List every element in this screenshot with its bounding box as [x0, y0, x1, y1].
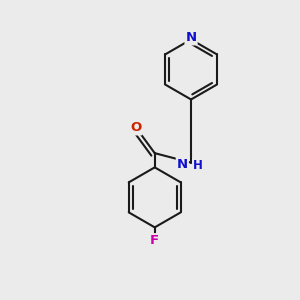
- Text: N: N: [185, 32, 197, 44]
- Text: F: F: [150, 234, 159, 247]
- Text: O: O: [130, 122, 141, 134]
- Text: H: H: [193, 159, 202, 172]
- Text: N: N: [177, 158, 188, 171]
